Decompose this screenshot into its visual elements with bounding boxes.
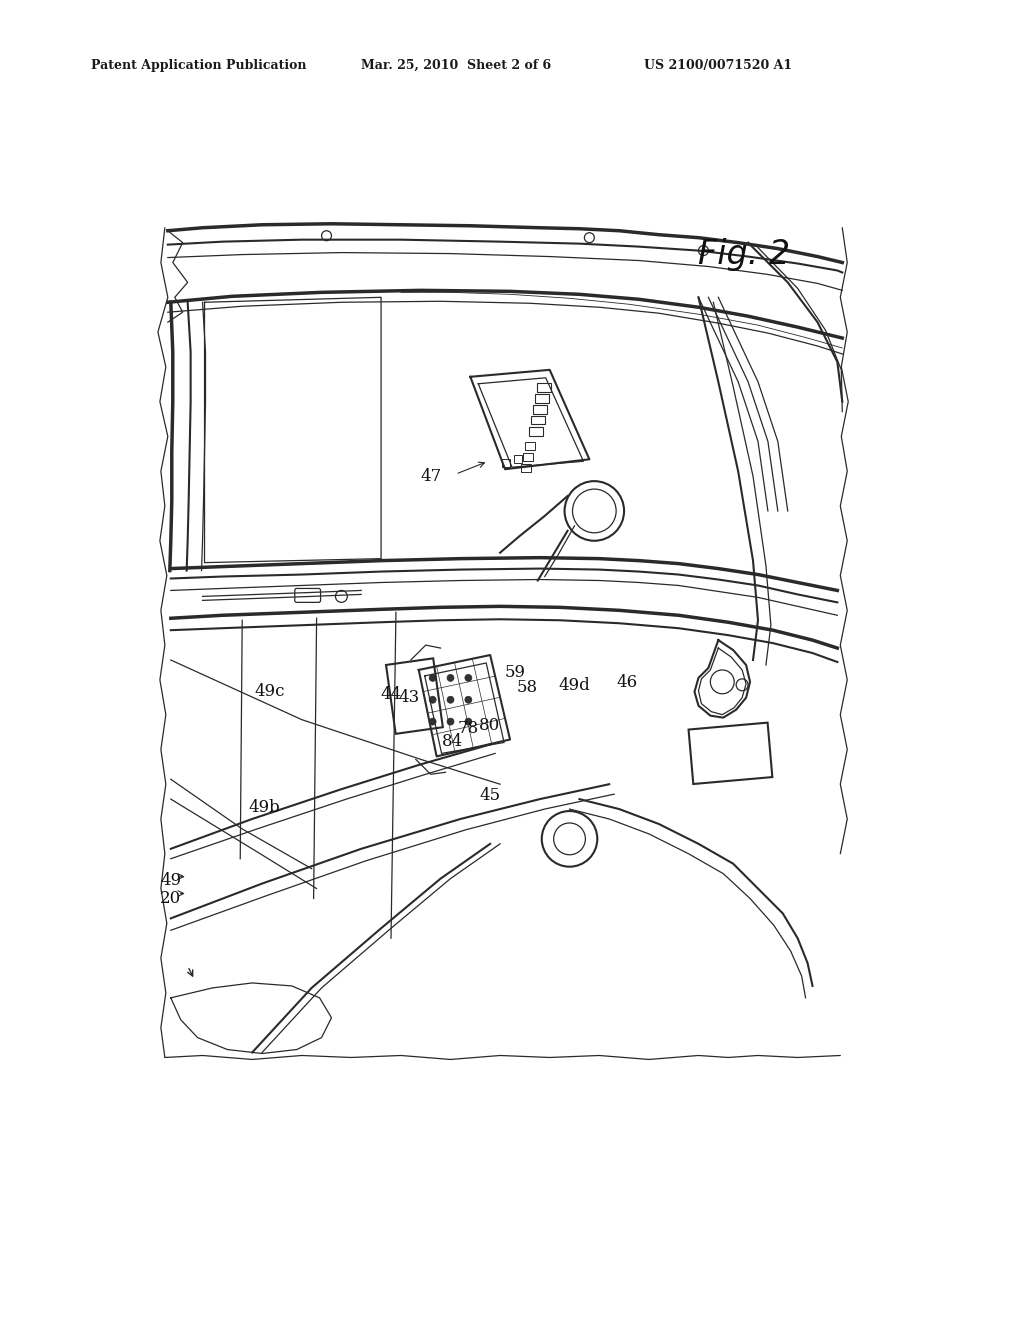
- Text: 49d: 49d: [559, 677, 591, 694]
- Bar: [502, 459, 510, 467]
- Circle shape: [429, 696, 436, 704]
- Text: 49c: 49c: [255, 684, 286, 701]
- Circle shape: [465, 696, 472, 704]
- Circle shape: [465, 718, 472, 725]
- Text: 49: 49: [160, 873, 181, 890]
- Circle shape: [429, 675, 436, 681]
- Bar: [688, 722, 772, 784]
- Bar: [521, 465, 530, 473]
- Text: US 2100/0071520 A1: US 2100/0071520 A1: [644, 59, 792, 73]
- Text: Mar. 25, 2010  Sheet 2 of 6: Mar. 25, 2010 Sheet 2 of 6: [361, 59, 551, 73]
- Circle shape: [429, 718, 436, 725]
- Text: 78: 78: [458, 721, 479, 737]
- Bar: [525, 442, 535, 450]
- Circle shape: [447, 718, 454, 725]
- Circle shape: [447, 675, 454, 681]
- Text: 47: 47: [420, 467, 441, 484]
- Circle shape: [465, 675, 472, 681]
- Text: 58: 58: [516, 680, 538, 697]
- Text: 84: 84: [442, 733, 463, 750]
- Text: 44: 44: [380, 686, 401, 704]
- Text: Patent Application Publication: Patent Application Publication: [91, 59, 307, 73]
- Text: 43: 43: [398, 689, 420, 706]
- Bar: [514, 455, 522, 463]
- Text: 49b: 49b: [248, 799, 280, 816]
- Bar: [523, 453, 532, 461]
- Text: 80: 80: [478, 717, 500, 734]
- Text: 45: 45: [479, 787, 501, 804]
- Bar: [386, 659, 442, 734]
- Text: Fig. 2: Fig. 2: [698, 238, 791, 271]
- Text: 46: 46: [616, 675, 638, 692]
- Text: 20: 20: [160, 890, 181, 907]
- Circle shape: [447, 696, 454, 704]
- Text: 59: 59: [505, 664, 525, 681]
